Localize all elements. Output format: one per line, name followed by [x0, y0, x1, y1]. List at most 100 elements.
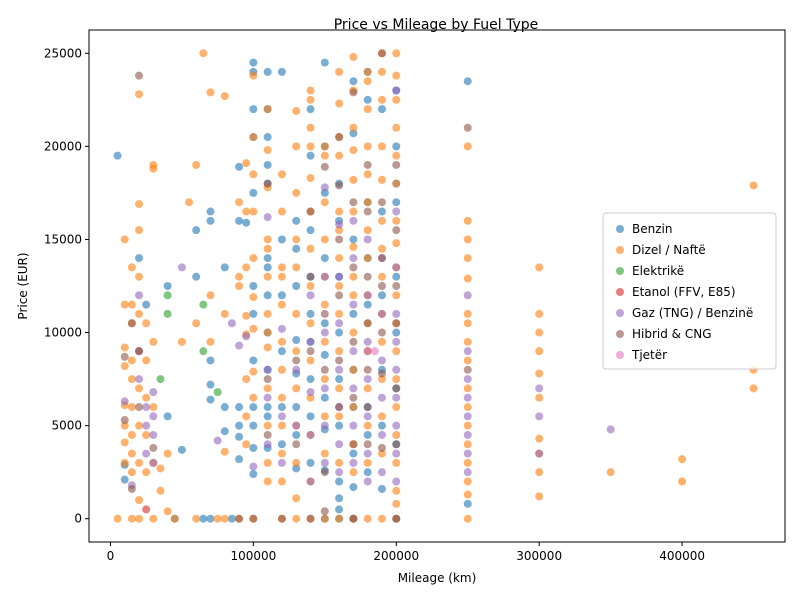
data-point-series-1-30: [142, 319, 151, 328]
data-point-series-1-82: [263, 105, 272, 114]
data-point-series-4-39: [335, 272, 344, 281]
data-point-series-4-74: [392, 477, 401, 486]
data-point-series-1-107: [292, 106, 301, 115]
data-point-series-4-69: [392, 337, 401, 346]
data-point-series-0-114: [363, 468, 372, 477]
data-point-series-1-184: [363, 384, 372, 393]
data-point-series-1-34: [142, 468, 151, 477]
data-point-series-0-119: [377, 421, 386, 430]
data-point-series-2-5: [213, 388, 222, 397]
x-tick-label: 400000: [659, 549, 705, 563]
data-point-series-4-36: [320, 421, 329, 430]
data-point-series-5-19: [306, 514, 315, 523]
data-point-series-0-55: [277, 235, 286, 244]
data-point-series-1-40: [149, 514, 158, 523]
data-point-series-4-35: [320, 384, 329, 393]
data-point-series-0-130: [463, 77, 472, 86]
data-point-series-1-41: [156, 464, 165, 473]
data-point-series-4-32: [320, 183, 329, 192]
data-point-series-1-105: [277, 477, 286, 486]
data-point-series-4-65: [392, 86, 401, 95]
data-point-series-1-175: [363, 105, 372, 114]
data-point-series-4-4: [135, 375, 144, 384]
data-point-series-0-120: [377, 484, 386, 493]
data-point-series-4-55: [363, 375, 372, 384]
data-point-series-5-41: [363, 319, 372, 328]
data-point-series-1-148: [335, 207, 344, 216]
y-tick-label: 15000: [44, 232, 82, 246]
x-axis-ticks: 0 100000 200000 300000 400000: [107, 542, 705, 563]
data-point-series-5-6: [135, 403, 144, 412]
data-point-series-0-110: [363, 300, 372, 309]
data-point-series-1-43: [163, 449, 172, 458]
data-point-series-4-60: [377, 309, 386, 318]
points-layer: [113, 49, 758, 523]
data-point-series-1-143: [320, 514, 329, 523]
data-point-series-4-7: [142, 449, 151, 458]
data-point-series-1-190: [377, 95, 386, 104]
data-point-series-1-2: [120, 300, 129, 309]
data-point-series-1-26: [135, 421, 144, 430]
data-point-series-0-44: [263, 160, 272, 169]
data-point-series-1-14: [127, 403, 136, 412]
data-point-series-5-37: [349, 514, 358, 523]
data-point-series-4-51: [349, 458, 358, 467]
data-point-series-0-69: [306, 151, 315, 160]
data-point-series-0-39: [249, 443, 258, 452]
data-point-series-5-55: [392, 319, 401, 328]
data-point-series-0-103: [349, 449, 358, 458]
data-point-series-1-91: [263, 384, 272, 393]
data-point-series-0-40: [249, 470, 258, 479]
data-point-series-0-93: [335, 477, 344, 486]
data-point-series-4-24: [277, 458, 286, 467]
data-point-series-1-37: [149, 337, 158, 346]
data-point-series-0-26: [235, 432, 244, 441]
data-point-series-0-6: [163, 412, 172, 421]
data-point-series-1-16: [127, 449, 136, 458]
data-point-series-1-232: [463, 421, 472, 430]
data-point-series-1-0: [113, 514, 122, 523]
data-point-series-1-180: [363, 254, 372, 263]
data-point-series-4-2: [135, 291, 144, 300]
data-point-series-5-53: [392, 226, 401, 235]
data-point-series-4-41: [335, 365, 344, 374]
data-point-series-1-185: [363, 421, 372, 430]
data-point-series-5-29: [335, 356, 344, 365]
data-point-series-4-49: [349, 384, 358, 393]
data-point-series-1-247: [535, 492, 544, 501]
data-point-series-1-135: [320, 198, 329, 207]
y-tick-label: 10000: [44, 326, 82, 340]
data-point-series-1-203: [392, 71, 401, 80]
legend-label-4: Gaz (TNG) / Benzinë: [632, 306, 753, 320]
y-tick-label: 0: [74, 512, 82, 526]
data-point-series-0-91: [335, 375, 344, 384]
data-point-series-1-160: [349, 123, 358, 132]
data-point-series-5-5: [135, 347, 144, 356]
data-point-series-1-54: [206, 337, 215, 346]
data-point-series-1-33: [142, 430, 151, 439]
data-point-series-0-56: [277, 291, 286, 300]
data-point-series-1-110: [292, 235, 301, 244]
data-point-series-1-69: [242, 375, 251, 384]
data-point-series-1-52: [206, 88, 215, 97]
x-axis-label: Mileage (km): [398, 571, 477, 585]
data-point-series-1-214: [392, 375, 401, 384]
data-point-series-1-233: [463, 440, 472, 449]
data-point-series-1-142: [320, 449, 329, 458]
data-point-series-0-117: [377, 291, 386, 300]
x-tick-label: 200000: [373, 549, 419, 563]
data-point-series-1-36: [149, 164, 158, 173]
data-point-series-0-14: [206, 356, 215, 365]
data-point-series-1-230: [463, 384, 472, 393]
data-point-series-1-46: [177, 337, 186, 346]
data-point-series-1-189: [377, 67, 386, 76]
plot-frame: [88, 29, 786, 543]
data-point-series-1-109: [292, 188, 301, 197]
data-point-series-0-1: [120, 475, 129, 484]
data-point-series-1-151: [335, 282, 344, 290]
data-point-series-1-6: [120, 421, 129, 430]
data-point-series-5-22: [320, 365, 329, 374]
data-point-series-0-75: [306, 412, 315, 421]
data-point-series-2-3: [199, 300, 208, 309]
data-point-series-4-9: [149, 412, 158, 421]
